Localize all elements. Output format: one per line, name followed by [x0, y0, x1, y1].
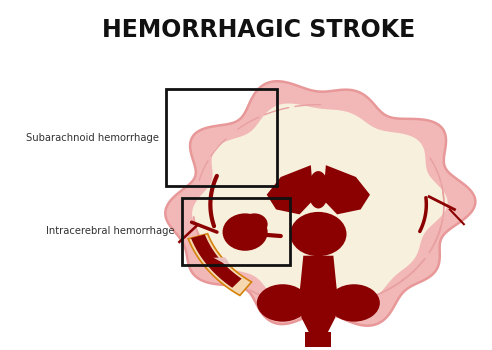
Ellipse shape	[328, 284, 380, 322]
Polygon shape	[192, 104, 448, 303]
Text: Subarachnoid hemorrhage: Subarachnoid hemorrhage	[26, 133, 159, 142]
Polygon shape	[300, 256, 337, 332]
Polygon shape	[267, 165, 313, 214]
Ellipse shape	[242, 214, 268, 235]
Polygon shape	[323, 165, 370, 214]
Polygon shape	[191, 234, 242, 288]
Ellipse shape	[290, 212, 346, 256]
Ellipse shape	[222, 214, 268, 251]
Text: Intracerebral hemorrhage: Intracerebral hemorrhage	[46, 226, 175, 236]
Bar	[166, 89, 277, 186]
Text: HEMORRHAGIC STROKE: HEMORRHAGIC STROKE	[102, 18, 415, 42]
Bar	[305, 332, 332, 350]
Bar	[182, 198, 290, 265]
Polygon shape	[188, 234, 251, 295]
Polygon shape	[214, 257, 232, 268]
Ellipse shape	[257, 284, 308, 322]
Polygon shape	[165, 81, 475, 326]
Ellipse shape	[308, 171, 329, 209]
